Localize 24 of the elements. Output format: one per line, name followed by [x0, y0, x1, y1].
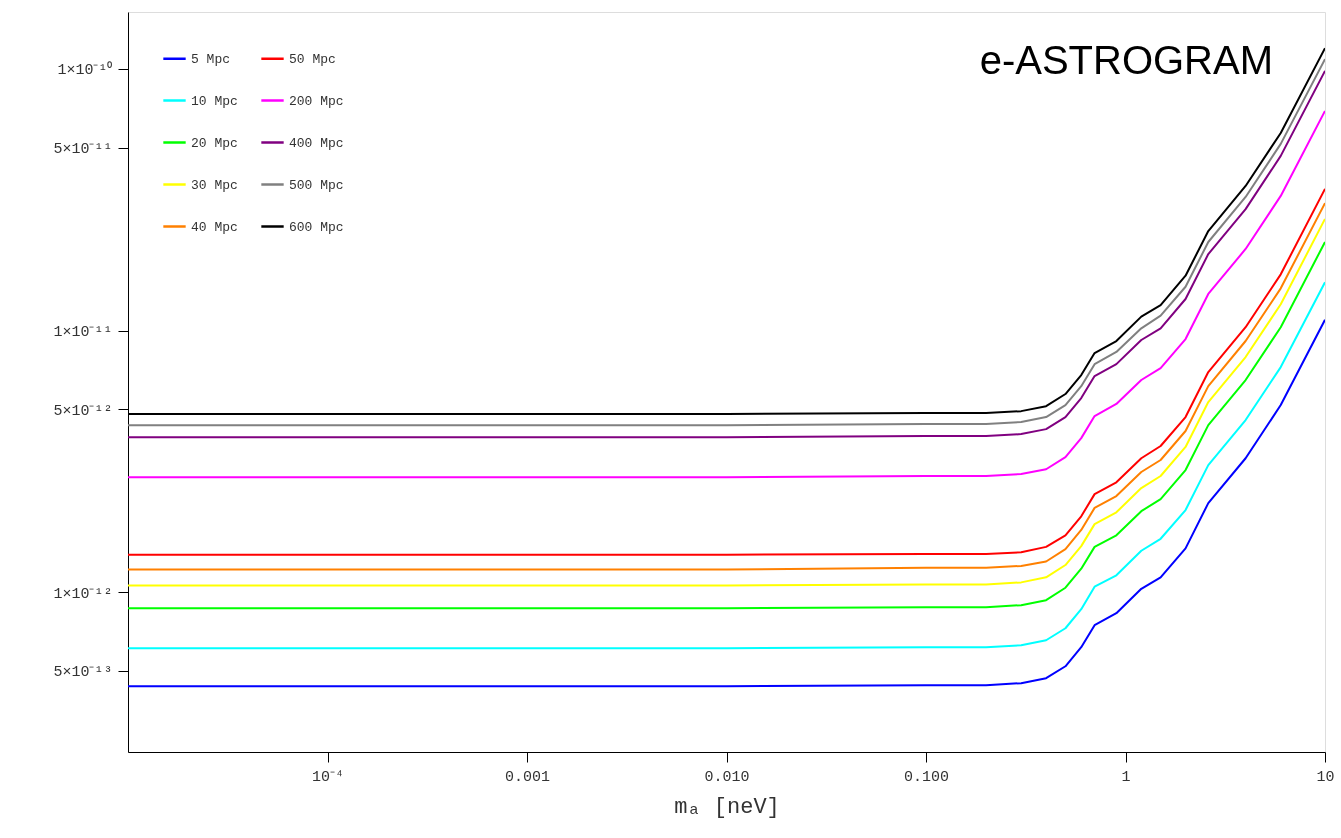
annotation: e-ASTROGRAM: [979, 38, 1273, 82]
legend-label: 200 Mpc: [289, 93, 344, 109]
legend-label: 50 Mpc: [289, 51, 336, 67]
x-tick-label: 0.001: [504, 768, 551, 786]
y-tick-label: 1×10⁻¹¹: [53, 324, 113, 342]
x-tick-label: 10: [1316, 768, 1335, 786]
legend-label: 600 Mpc: [289, 219, 344, 235]
legend-label: 40 Mpc: [191, 219, 238, 235]
x-tick-label: 1: [1121, 768, 1131, 786]
legend-label: 30 Mpc: [191, 177, 238, 193]
legend-label: 400 Mpc: [289, 135, 344, 151]
x-tick-label: 0.100: [903, 768, 950, 786]
x-tick-label: 0.010: [704, 768, 750, 786]
y-tick-label: 1×10⁻¹⁰: [57, 61, 113, 80]
legend-label: 20 Mpc: [191, 135, 238, 151]
x-tick-label: 10⁻⁴: [311, 768, 345, 786]
y-tick-label: 1×10⁻¹²: [53, 585, 113, 603]
y-tick-label: 5×10⁻¹¹: [53, 141, 113, 159]
x-axis-title: mₐ [neV]: [674, 794, 780, 820]
legend-label: 10 Mpc: [191, 93, 238, 109]
legend-label: 5 Mpc: [191, 51, 231, 67]
y-tick-label: 5×10⁻¹³: [53, 664, 113, 682]
legend-label: 500 Mpc: [289, 177, 344, 193]
y-tick-label: 5×10⁻¹²: [53, 402, 113, 420]
